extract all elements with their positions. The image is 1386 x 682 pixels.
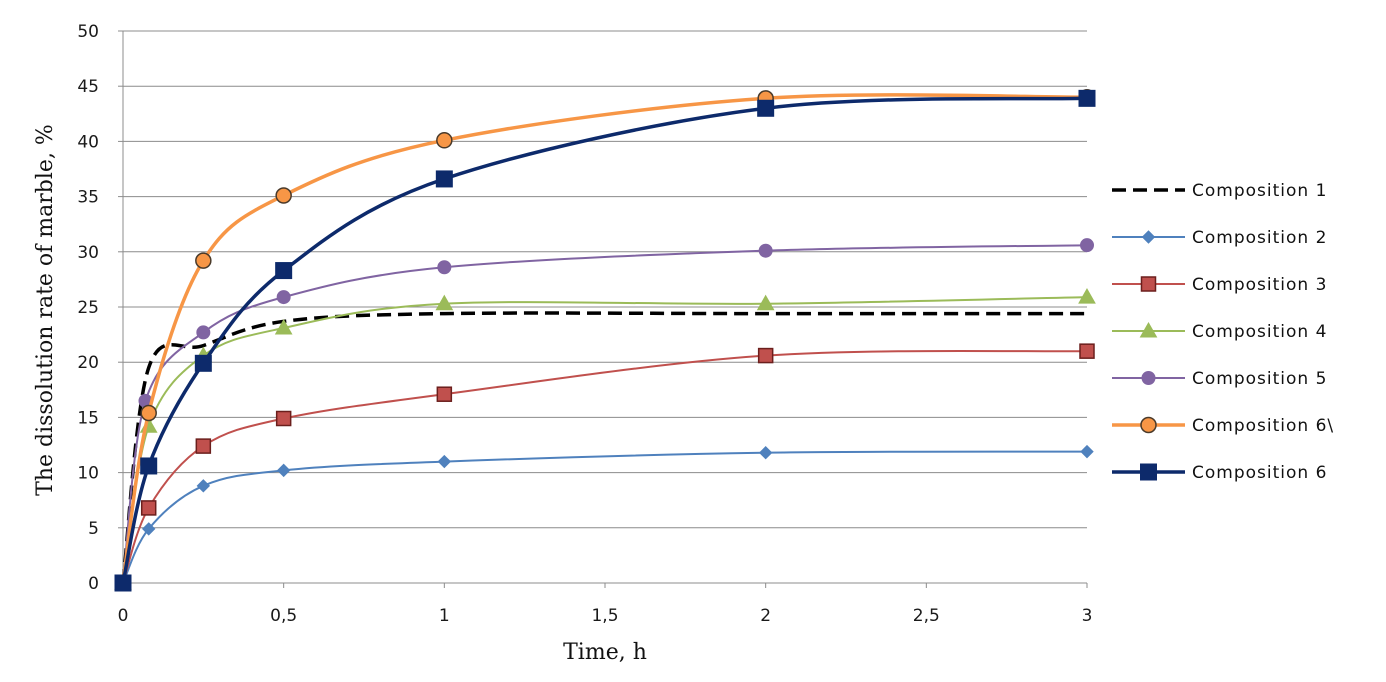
y-tick-label: 45 bbox=[77, 77, 99, 97]
legend-label: Composition 6\ bbox=[1192, 416, 1334, 436]
x-axis-title: Time, h bbox=[563, 640, 647, 665]
y-tick-label: 25 bbox=[77, 298, 99, 318]
data-point-marker bbox=[758, 446, 773, 460]
data-point-marker bbox=[1078, 288, 1096, 304]
data-point-marker bbox=[275, 262, 293, 280]
y-tick-label: 5 bbox=[88, 519, 99, 539]
legend-label: Composition 4 bbox=[1192, 322, 1327, 342]
data-point-marker bbox=[276, 290, 291, 305]
series-line bbox=[121, 96, 1088, 584]
data-point-marker bbox=[436, 386, 453, 402]
data-series bbox=[114, 88, 1096, 592]
legend-label: Composition 6 bbox=[1192, 463, 1327, 483]
gridlines bbox=[123, 30, 1087, 529]
data-point-marker bbox=[195, 252, 212, 269]
y-tick-label: 50 bbox=[77, 22, 99, 42]
data-point-marker bbox=[194, 354, 212, 372]
series-4 bbox=[114, 288, 1096, 590]
data-point-marker bbox=[437, 260, 452, 275]
series-5 bbox=[116, 238, 1094, 590]
legend-item: Composition 6 bbox=[1112, 463, 1327, 483]
data-point-marker bbox=[196, 479, 211, 493]
legend-marker bbox=[1141, 230, 1156, 244]
legend-marker bbox=[1139, 321, 1158, 338]
data-point-marker bbox=[275, 187, 292, 204]
data-point-marker bbox=[140, 404, 157, 422]
data-point-marker bbox=[141, 522, 156, 536]
y-tick-label: 15 bbox=[77, 408, 99, 428]
legend-label: Composition 2 bbox=[1192, 228, 1327, 248]
series-line bbox=[122, 450, 1088, 584]
data-point-marker bbox=[140, 457, 158, 475]
series-1 bbox=[121, 311, 1087, 584]
legend-marker bbox=[1141, 371, 1156, 385]
data-point-marker bbox=[435, 294, 454, 311]
series-line bbox=[122, 296, 1088, 584]
x-tick-label: 0 bbox=[118, 606, 129, 626]
data-point-marker bbox=[436, 132, 453, 149]
legend-marker bbox=[1140, 416, 1157, 434]
data-point-marker bbox=[757, 99, 775, 117]
data-point-marker bbox=[114, 574, 132, 592]
y-tick-label: 0 bbox=[88, 574, 99, 594]
data-point-marker bbox=[758, 243, 773, 258]
legend-item: Composition 5 bbox=[1112, 369, 1327, 389]
series-6 bbox=[114, 88, 1096, 592]
data-point-marker bbox=[1079, 343, 1095, 359]
legend-label: Composition 1 bbox=[1192, 181, 1327, 201]
x-tick-label: 2,5 bbox=[913, 606, 940, 626]
legend-item: Composition 2 bbox=[1112, 228, 1327, 248]
data-point-marker bbox=[196, 325, 211, 340]
series-line bbox=[122, 244, 1088, 584]
legend-label: Composition 3 bbox=[1192, 275, 1327, 295]
series-line bbox=[122, 349, 1088, 584]
data-point-marker bbox=[756, 294, 775, 311]
data-point-marker bbox=[1078, 89, 1096, 107]
x-tick-label: 1 bbox=[439, 606, 450, 626]
x-tick-label: 1,5 bbox=[591, 606, 618, 626]
series-line bbox=[121, 311, 1087, 584]
data-point-marker bbox=[437, 454, 452, 469]
legend-label: Composition 5 bbox=[1192, 369, 1327, 389]
y-tick-label: 35 bbox=[77, 188, 99, 208]
legend-item: Composition 1 bbox=[1112, 181, 1327, 201]
data-point-marker bbox=[1080, 444, 1094, 459]
tick-labels: 0 5 10 15 20 25 30 35 40 45 50 0 0,5 1 1,5 2 2,5 3 bbox=[77, 22, 1092, 626]
data-point-marker bbox=[757, 347, 774, 364]
legend-marker bbox=[1140, 276, 1157, 292]
legend: Composition 1 Composition 2 Composition 3 C… bbox=[1112, 181, 1334, 483]
y-axis-title: The dissolution rate of marble, % bbox=[33, 124, 58, 496]
data-point-marker bbox=[140, 500, 157, 516]
x-tick-label: 3 bbox=[1082, 606, 1093, 626]
x-tick-label: 0,5 bbox=[270, 606, 297, 626]
legend-item: Composition 3 bbox=[1112, 275, 1327, 295]
series-line bbox=[121, 93, 1088, 584]
legend-item: Composition 6\ bbox=[1112, 416, 1334, 436]
data-point-marker bbox=[274, 318, 293, 335]
data-point-marker bbox=[276, 463, 291, 478]
series-7 bbox=[114, 89, 1096, 592]
series-3 bbox=[115, 343, 1095, 591]
data-point-marker bbox=[275, 410, 292, 427]
series-2 bbox=[116, 444, 1094, 590]
y-tick-label: 10 bbox=[77, 464, 99, 484]
data-point-marker bbox=[1080, 238, 1094, 253]
y-tick-label: 30 bbox=[77, 243, 99, 263]
data-point-marker bbox=[435, 170, 453, 188]
x-tick-label: 2 bbox=[760, 606, 771, 626]
y-tick-label: 20 bbox=[77, 353, 99, 373]
data-point-marker bbox=[195, 438, 212, 454]
y-tick-label: 40 bbox=[77, 132, 99, 152]
legend-item: Composition 4 bbox=[1112, 321, 1327, 342]
legend-marker bbox=[1140, 463, 1157, 481]
